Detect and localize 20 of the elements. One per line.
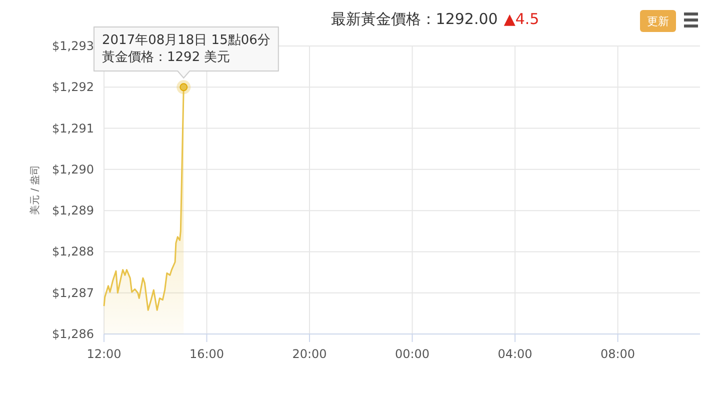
y-tick-label: $1,287	[52, 286, 94, 300]
x-tick-label: 16:00	[189, 347, 224, 361]
annotation: 2017年08月18日 15點06分	[102, 33, 270, 48]
y-tick-label: $1,286	[52, 327, 94, 341]
y-tick-label: $1,290	[52, 162, 94, 176]
y-tick-label: $1,292	[52, 80, 94, 94]
chart-title: 最新黃金價格：1292.00	[330, 10, 498, 28]
y-tick-label: $1,293	[52, 39, 94, 53]
x-tick-label: 12:00	[86, 347, 122, 361]
x-tick-label: 08:00	[600, 347, 636, 361]
button: 更新	[640, 10, 676, 32]
chart-subtitle: ▲4.5	[504, 10, 540, 28]
x-tick-label: 04:00	[498, 347, 532, 361]
y-axis-title: 美元 / 盎司	[29, 165, 41, 215]
y-tick-label: $1,291	[52, 121, 94, 136]
y-tick-label: $1,288	[52, 244, 94, 259]
x-tick-label: 20:00	[292, 347, 327, 361]
x-tick-label: 00:00	[394, 347, 430, 361]
annotation: 黃金價格：1292 美元	[102, 49, 230, 65]
y-tick-label: $1,289	[52, 204, 94, 218]
